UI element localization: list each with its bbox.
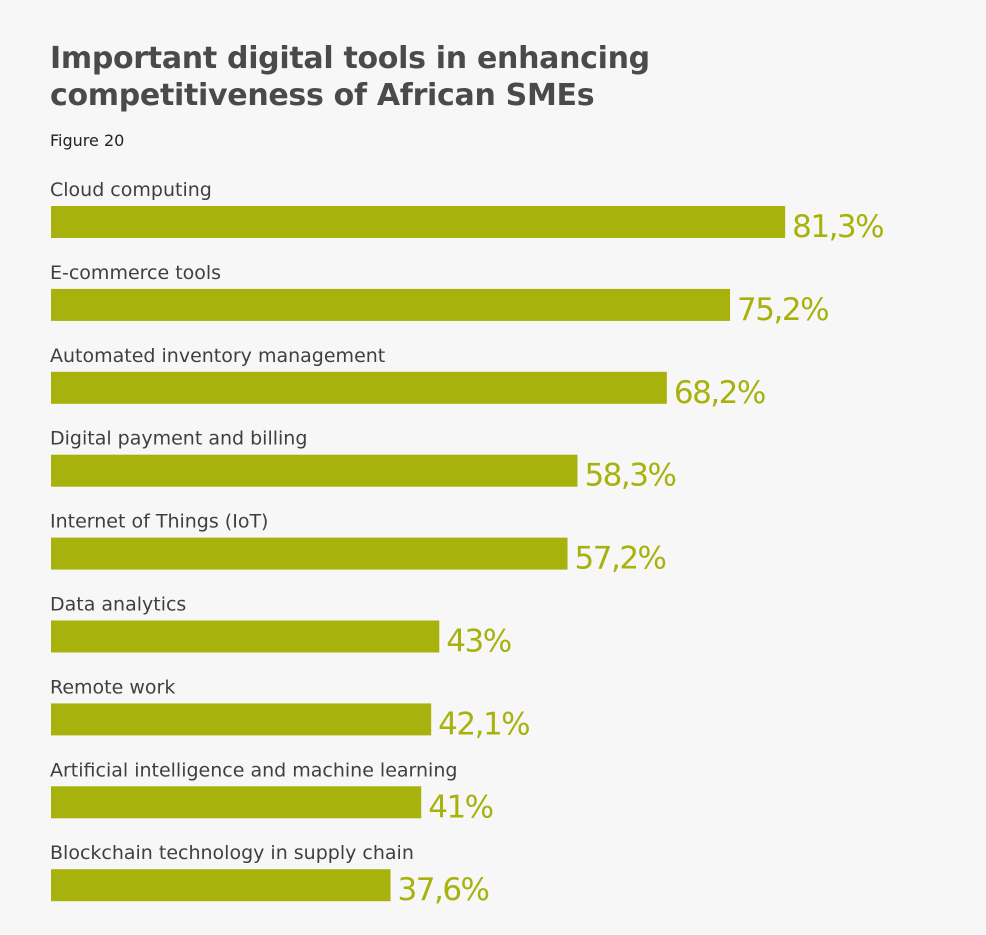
bar (51, 620, 440, 653)
category-label: Internet of Things (IoT) (50, 511, 268, 533)
category-label: Blockchain technology in supply chain (50, 842, 414, 864)
category-label: E-commerce tools (50, 262, 221, 284)
bar (51, 703, 432, 736)
bar (51, 371, 667, 404)
category-label: Data analytics (50, 594, 186, 616)
category-label: Remote work (50, 676, 175, 698)
value-label: 37,6% (398, 872, 489, 908)
value-label: 58,3% (584, 458, 675, 494)
bar (51, 537, 568, 570)
category-label: Automated inventory management (50, 345, 385, 367)
value-label: 42,1% (438, 706, 529, 742)
value-label: 81,3% (792, 209, 883, 245)
bar (51, 869, 391, 902)
bar (51, 288, 731, 321)
value-label: 43% (446, 624, 510, 660)
value-label: 57,2% (575, 541, 666, 577)
bar (51, 786, 422, 819)
figure-number: Figure 20 (50, 131, 125, 150)
category-label: Artificial intelligence and machine lear… (50, 759, 457, 781)
category-label: Digital payment and billing (50, 428, 307, 450)
value-label: 41% (428, 789, 492, 825)
bar (51, 206, 786, 238)
value-label: 68,2% (674, 375, 765, 411)
value-label: 75,2% (737, 292, 828, 328)
chart-title: Important digital tools in enhancing com… (50, 41, 650, 113)
category-label: Cloud computing (50, 179, 212, 201)
bar (51, 454, 578, 487)
